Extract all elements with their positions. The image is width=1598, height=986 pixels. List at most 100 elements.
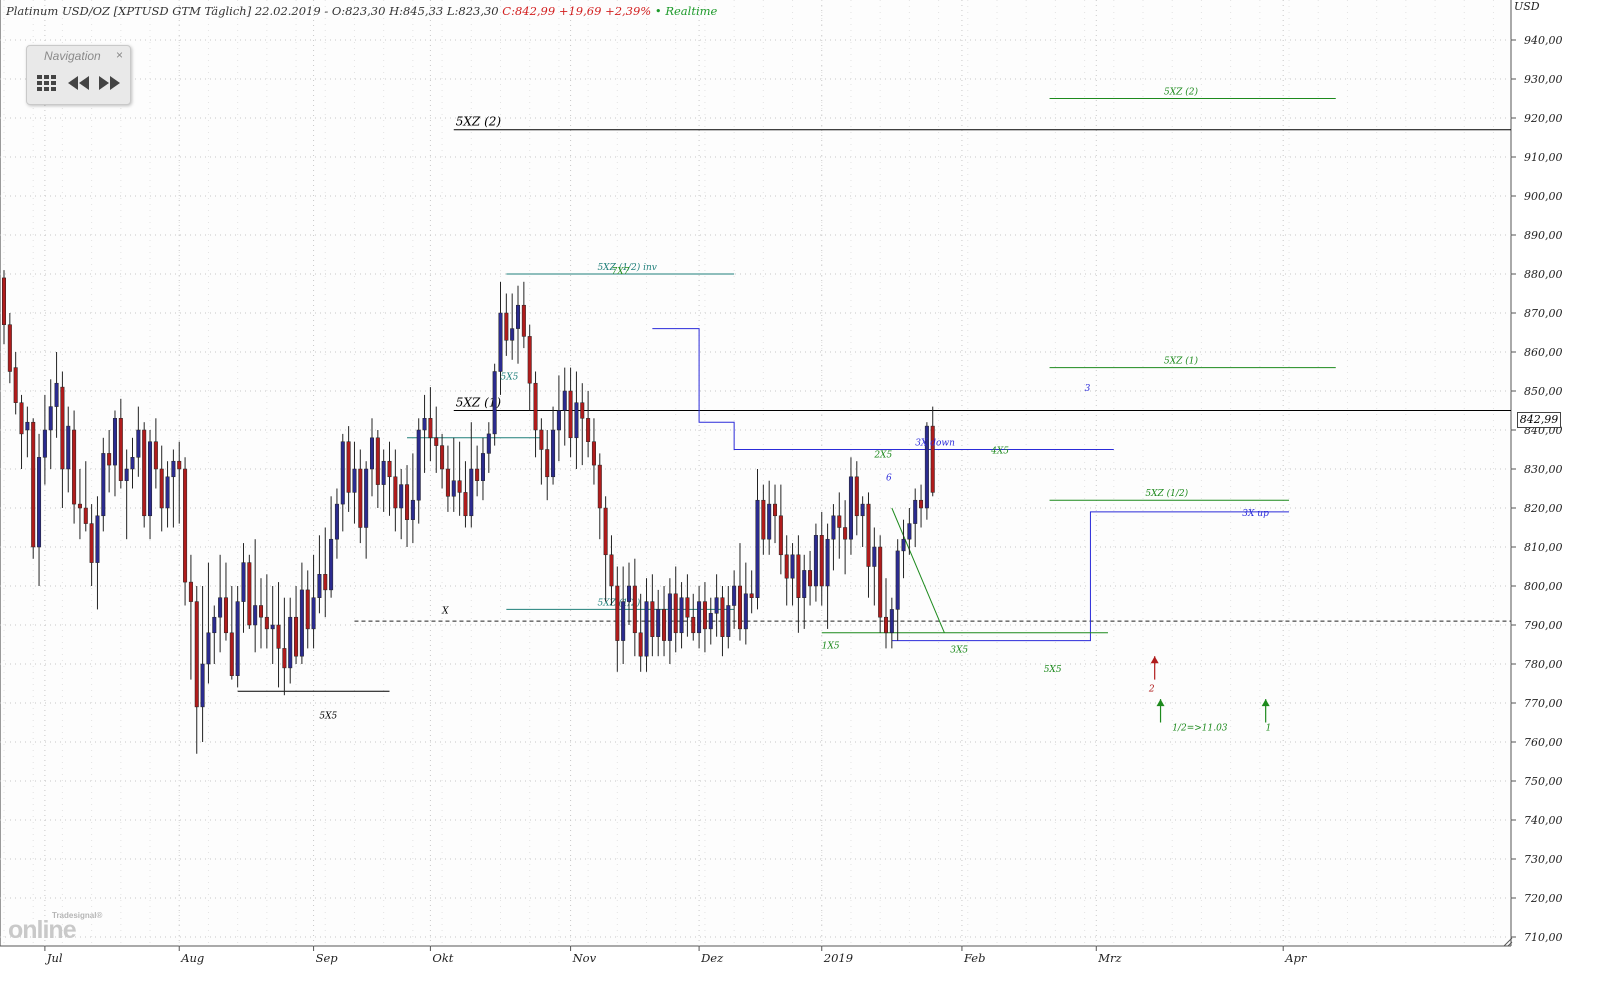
candle-body [124,468,129,481]
candle-body [808,570,813,587]
chart-annotation: 3X5 [950,645,968,655]
candle-body [860,503,865,517]
candle-body [177,460,182,470]
candle-body [165,476,170,509]
candle-body [118,418,123,481]
candle-body [498,312,503,372]
candle-body [305,589,310,630]
candle-body [352,468,357,493]
candle-body [148,441,153,517]
navigation-title: Navigation [44,49,101,63]
trend-stop-line [652,328,1114,450]
candle-body [603,507,608,556]
level-label: 5XZ (1) [456,396,502,410]
candle-body [895,550,900,610]
logo-brand-small: Tradesignal® [52,911,103,920]
candle-body [568,390,573,439]
candle-body [802,570,807,598]
candle-body [31,421,36,548]
candle-body [83,507,88,524]
candle-body [317,574,322,598]
y-tick-label: 770,00 [1524,697,1563,710]
candle-body [72,429,77,505]
x-tick-label: Dez [700,951,724,965]
price-change: C:842,99 +19,69 +2,39% [502,4,652,18]
chart-header: Platinum USD/OZ [XPTUSD GTM Täglich] 22.… [6,4,717,18]
candle-body [299,589,304,657]
level-label: 5XZ (1) [1164,356,1198,367]
grid-icon[interactable] [36,73,58,93]
y-tick-label: 710,00 [1524,931,1563,944]
candle-body [241,562,246,602]
candle-body [843,527,848,540]
candle-body [609,554,614,587]
candle-body [294,616,299,657]
resize-handle-icon [1507,941,1513,947]
candle-body [194,601,199,708]
x-tick-label: Mrz [1097,951,1122,965]
y-tick-label: 890,00 [1524,229,1563,242]
candle-body [451,480,456,497]
candle-body [924,425,929,509]
candle-body [25,421,30,431]
candle-body [358,468,363,528]
candle-body [819,535,824,587]
candle-body [685,597,690,618]
candle-body [422,418,427,431]
candle-body [171,460,176,478]
x-tick-label: Apr [1284,951,1308,965]
candle-body [644,601,649,657]
candle-body [697,601,702,634]
candle-body [626,585,631,602]
candle-body [743,593,748,630]
candle-body [767,503,772,540]
candle-body [907,523,912,540]
candle-body [650,601,655,637]
candle-body [142,429,147,517]
x-tick-label: 2019 [823,951,853,965]
y-tick-label: 780,00 [1524,658,1563,671]
candle-body [732,585,737,606]
candle-body [574,402,579,439]
candle-body [37,457,42,548]
candle-body [662,609,667,641]
candle-body [901,538,906,552]
candle-body [854,476,859,517]
candle-body [369,437,374,470]
candle-body [761,499,766,540]
realtime-status: • Realtime [654,4,718,18]
candle-body [615,585,620,641]
candle-body [866,503,871,567]
candle-body [340,441,345,505]
candle-body [656,609,661,637]
candle-body [872,546,877,567]
candle-body [667,593,672,641]
up-arrow-icon [1150,656,1159,664]
y-tick-label: 870,00 [1524,307,1563,320]
close-icon[interactable]: × [115,48,123,62]
candle-body [539,429,544,450]
candle-body [416,429,421,501]
chart-annotation: 7X7 [611,267,629,277]
level-label: 5XZ (2) [1164,87,1198,98]
candle-body [691,616,696,634]
candle-body [259,605,264,618]
instrument-info: Platinum USD/OZ [XPTUSD GTM Täglich] 22.… [6,4,499,18]
fast-forward-icon[interactable] [97,73,121,93]
chart-annotation: 5X5 [500,372,518,382]
candle-body [334,503,339,540]
candle-body [264,616,269,630]
candle-body [7,324,12,372]
candle-body [399,484,404,509]
navigation-panel[interactable]: Navigation × [26,45,131,105]
candle-body [136,429,141,458]
candle-body [702,601,707,630]
candle-body [837,515,842,528]
candle-body [492,371,497,435]
candle-body [440,445,445,470]
candle-body [19,402,24,435]
rewind-icon[interactable] [67,73,91,93]
x-tick-label: Feb [963,951,986,965]
candle-body [562,390,567,411]
